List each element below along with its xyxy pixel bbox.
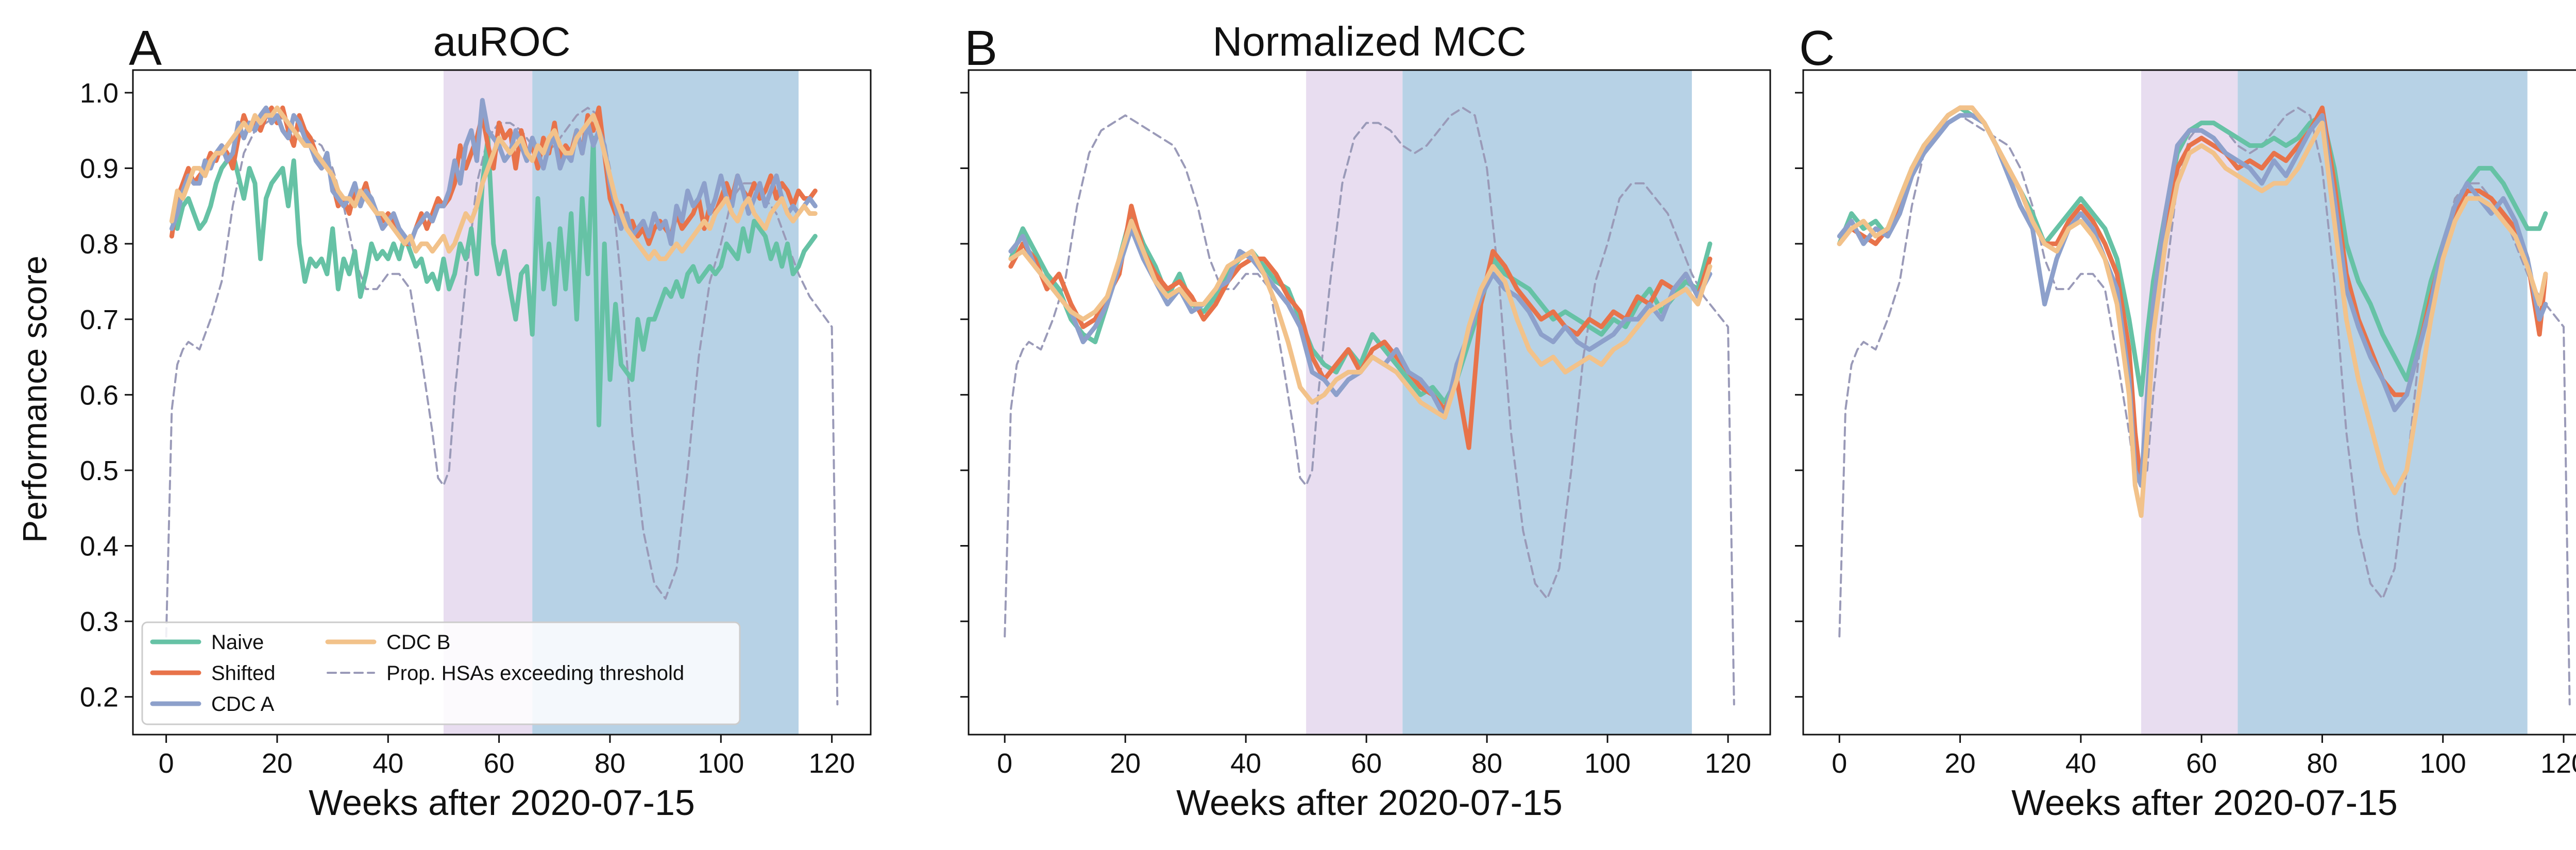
y-tick-label: 0.4 [80, 531, 118, 562]
x-tick-label: 0 [159, 748, 174, 779]
panel-title: Normalized MCC [1213, 19, 1527, 64]
legend-label: CDC B [386, 631, 450, 654]
panel-letter: A [129, 21, 162, 76]
x-tick-label: 80 [1471, 748, 1502, 779]
x-tick-label: 60 [484, 748, 515, 779]
x-tick-label: 120 [809, 748, 855, 779]
legend-label: Shifted [211, 662, 276, 685]
legend: Naive Shifted CDC A CDC B Prop. HSAs exceedi… [141, 621, 741, 725]
x-tick-label: 20 [262, 748, 293, 779]
x-tick-label: 0 [1832, 748, 1847, 779]
x-tick-label: 120 [2540, 748, 2576, 779]
x-axis-label: Weeks after 2020-07-15 [1176, 783, 1563, 823]
legend-item-cdc-a: CDC A [150, 693, 275, 716]
series-line-cdc-b [1837, 105, 2548, 518]
panel-letter: C [1799, 21, 1835, 76]
x-tick-label: 80 [2307, 748, 2337, 779]
axes-frame [132, 69, 872, 736]
x-axis-label: Weeks after 2020-07-15 [2011, 783, 2398, 823]
legend-item-cdc-b: CDC B [325, 631, 450, 654]
series-line-cdc-a [1837, 113, 2548, 488]
x-tick-label: 40 [1230, 748, 1261, 779]
series-line-naive [169, 135, 818, 428]
plot-area [1837, 105, 2571, 706]
legend-label: CDC A [211, 693, 275, 716]
x-tick-label: 60 [1351, 748, 1382, 779]
plot-area [1004, 107, 1735, 706]
panels: 0 20 40 60 80 100 120 0.2 0.3 0.4 0.5 0.6 0.7 0.8 0.9 1… [80, 19, 2576, 823]
x-tick-label: 20 [1110, 748, 1141, 779]
legend-item-naive: Naive [150, 631, 264, 654]
x-tick-label: 120 [1705, 748, 1751, 779]
x-tick-label: 0 [997, 748, 1012, 779]
y-tick-label: 0.5 [80, 455, 118, 486]
panel-title: auROC [433, 19, 571, 64]
x-tick-label: 100 [1584, 748, 1631, 779]
series-line-cdc-b [1008, 218, 1713, 420]
legend-frame [141, 621, 741, 725]
x-tick-label: 100 [698, 748, 744, 779]
axes-frame [1802, 69, 2576, 736]
y-tick-label: 0.7 [80, 304, 118, 335]
x-tick-label: 80 [595, 748, 625, 779]
legend-label: Prop. HSAs exceeding threshold [386, 662, 684, 685]
panel-letter: B [964, 21, 997, 76]
legend-item-shifted: Shifted [150, 662, 276, 685]
x-tick-label: 60 [2186, 748, 2217, 779]
y-tick-label: 0.3 [80, 606, 118, 637]
shaded-region-1 [1306, 70, 1403, 735]
y-tick-label: 0.6 [80, 380, 118, 411]
series-line-prop [1004, 107, 1735, 706]
series-line-cdc-a [169, 98, 818, 246]
x-tick-label: 40 [2065, 748, 2096, 779]
x-axis-label: Weeks after 2020-07-15 [309, 783, 695, 823]
chart-panel-c: 0 20 40 60 80 100 120 Weeks after 2020-07-15 C [1795, 21, 2576, 823]
x-tick-label: 100 [2420, 748, 2466, 779]
chart-panel-a: 0 20 40 60 80 100 120 0.2 0.3 0.4 0.5 0.6 0.7 0.8 0.9 1… [80, 19, 872, 823]
axes-frame [968, 69, 1771, 736]
legend-label: Naive [211, 631, 264, 654]
x-tick-label: 20 [1945, 748, 1976, 779]
series-line-cdc-b [169, 105, 818, 261]
chart-panel-b: 0 20 40 60 80 100 120 Weeks after 2020-07-15 B No… [960, 19, 1771, 823]
y-tick-label: 0.2 [80, 682, 118, 713]
y-tick-label: 0.8 [80, 229, 118, 260]
shaded-region-1 [2141, 70, 2238, 735]
y-tick-label: 0.9 [80, 154, 118, 184]
x-tick-label: 40 [372, 748, 403, 779]
y-tick-label: 1.0 [80, 78, 118, 109]
y-axis-label: Performance score [15, 256, 54, 543]
plot-area [165, 98, 839, 706]
legend-item-prop: Prop. HSAs exceeding threshold [327, 662, 684, 685]
